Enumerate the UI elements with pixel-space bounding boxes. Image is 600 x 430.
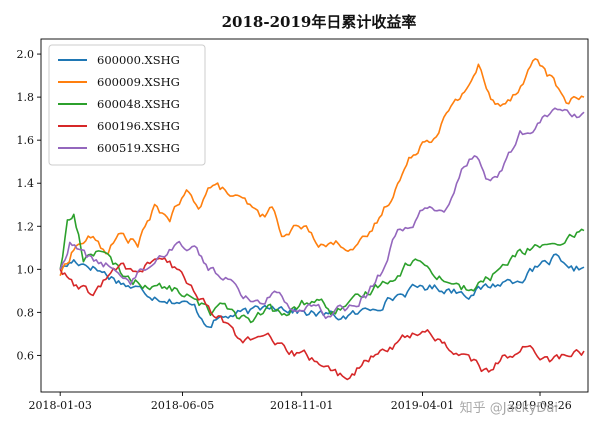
chart-title: 2018-2019年日累计收益率 (222, 13, 417, 31)
y-tick-label: 1.2 (17, 220, 35, 233)
y-tick-label: 0.8 (17, 306, 35, 319)
x-tick-label: 2019-04-01 (391, 399, 454, 412)
y-tick-label: 1.4 (17, 177, 35, 190)
y-tick-label: 0.6 (17, 349, 35, 362)
plot-area (40, 38, 589, 393)
x-tick-label: 2018-01-03 (28, 399, 91, 412)
legend-label: 600196.XSHG (97, 119, 180, 133)
watermark-text: 知乎 @JackyDai (460, 400, 558, 416)
legend-label: 600009.XSHG (97, 75, 180, 89)
legend-label: 600000.XSHG (97, 53, 180, 67)
y-axis: 0.6 0.8 1.0 1.2 1.4 1.6 1.8 2.0 (17, 48, 41, 362)
x-tick-label: 2018-06-05 (151, 399, 214, 412)
x-axis: 2018-01-03 2018-06-05 2018-11-01 2019-04-01… (28, 392, 572, 412)
x-tick-label: 2019-08-26 (508, 399, 571, 412)
series-line-600048.XSHG (59, 213, 585, 324)
series-line-600196.XSHG (59, 257, 585, 381)
legend: 600000.XSHG 600009.XSHG 600048.XSHG 600196.… (48, 44, 206, 166)
y-tick-label: 2.0 (17, 48, 35, 61)
y-tick-label: 1.0 (17, 263, 35, 276)
series-line-600009.XSHG (59, 58, 585, 277)
plot-frame (40, 38, 589, 393)
legend-label: 600048.XSHG (97, 97, 180, 111)
x-tick-label: 2018-11-01 (270, 399, 333, 412)
y-tick-label: 1.8 (17, 91, 35, 104)
series-line-600000.XSHG (59, 253, 585, 329)
series-line-600519.XSHG (59, 107, 585, 320)
legend-box (48, 44, 206, 166)
legend-label: 600519.XSHG (97, 141, 180, 155)
series-lines (59, 58, 585, 381)
y-tick-label: 1.6 (17, 134, 35, 147)
